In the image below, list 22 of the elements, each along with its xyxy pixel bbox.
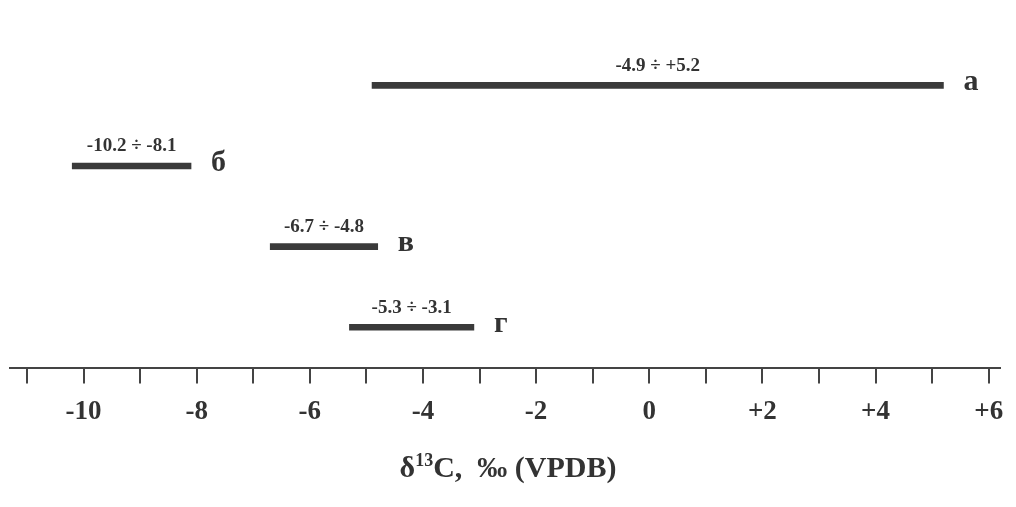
x-tick-label: +4 [861,394,890,425]
x-tick-label: +6 [974,394,1004,425]
x-tick-label: -6 [298,394,322,425]
x-tick-label: 0 [642,394,657,425]
annotation: -10.2 ÷ -8.1 [86,134,177,156]
y-tick-label: в [397,224,414,258]
x-tick-label: -2 [524,394,548,425]
x-axis-title: δ$^{13}$C, ‰ (VPDB) [398,450,618,484]
bar [269,243,379,250]
y-tick-label: а [963,63,979,97]
bar [71,162,192,170]
x-tick-label: -4 [411,394,435,425]
y-tick-label: б [211,143,227,177]
x-tick-label: -8 [185,394,208,425]
bar [349,323,475,331]
annotation: -5.3 ÷ -3.1 [371,295,452,317]
x-tick-label: -10 [65,394,102,425]
bar [371,82,944,89]
y-tick-label: г [493,305,508,339]
annotation: -6.7 ÷ -4.8 [283,215,365,237]
annotation: -4.9 ÷ +5.2 [615,53,701,75]
x-tick-label: +2 [747,394,777,425]
